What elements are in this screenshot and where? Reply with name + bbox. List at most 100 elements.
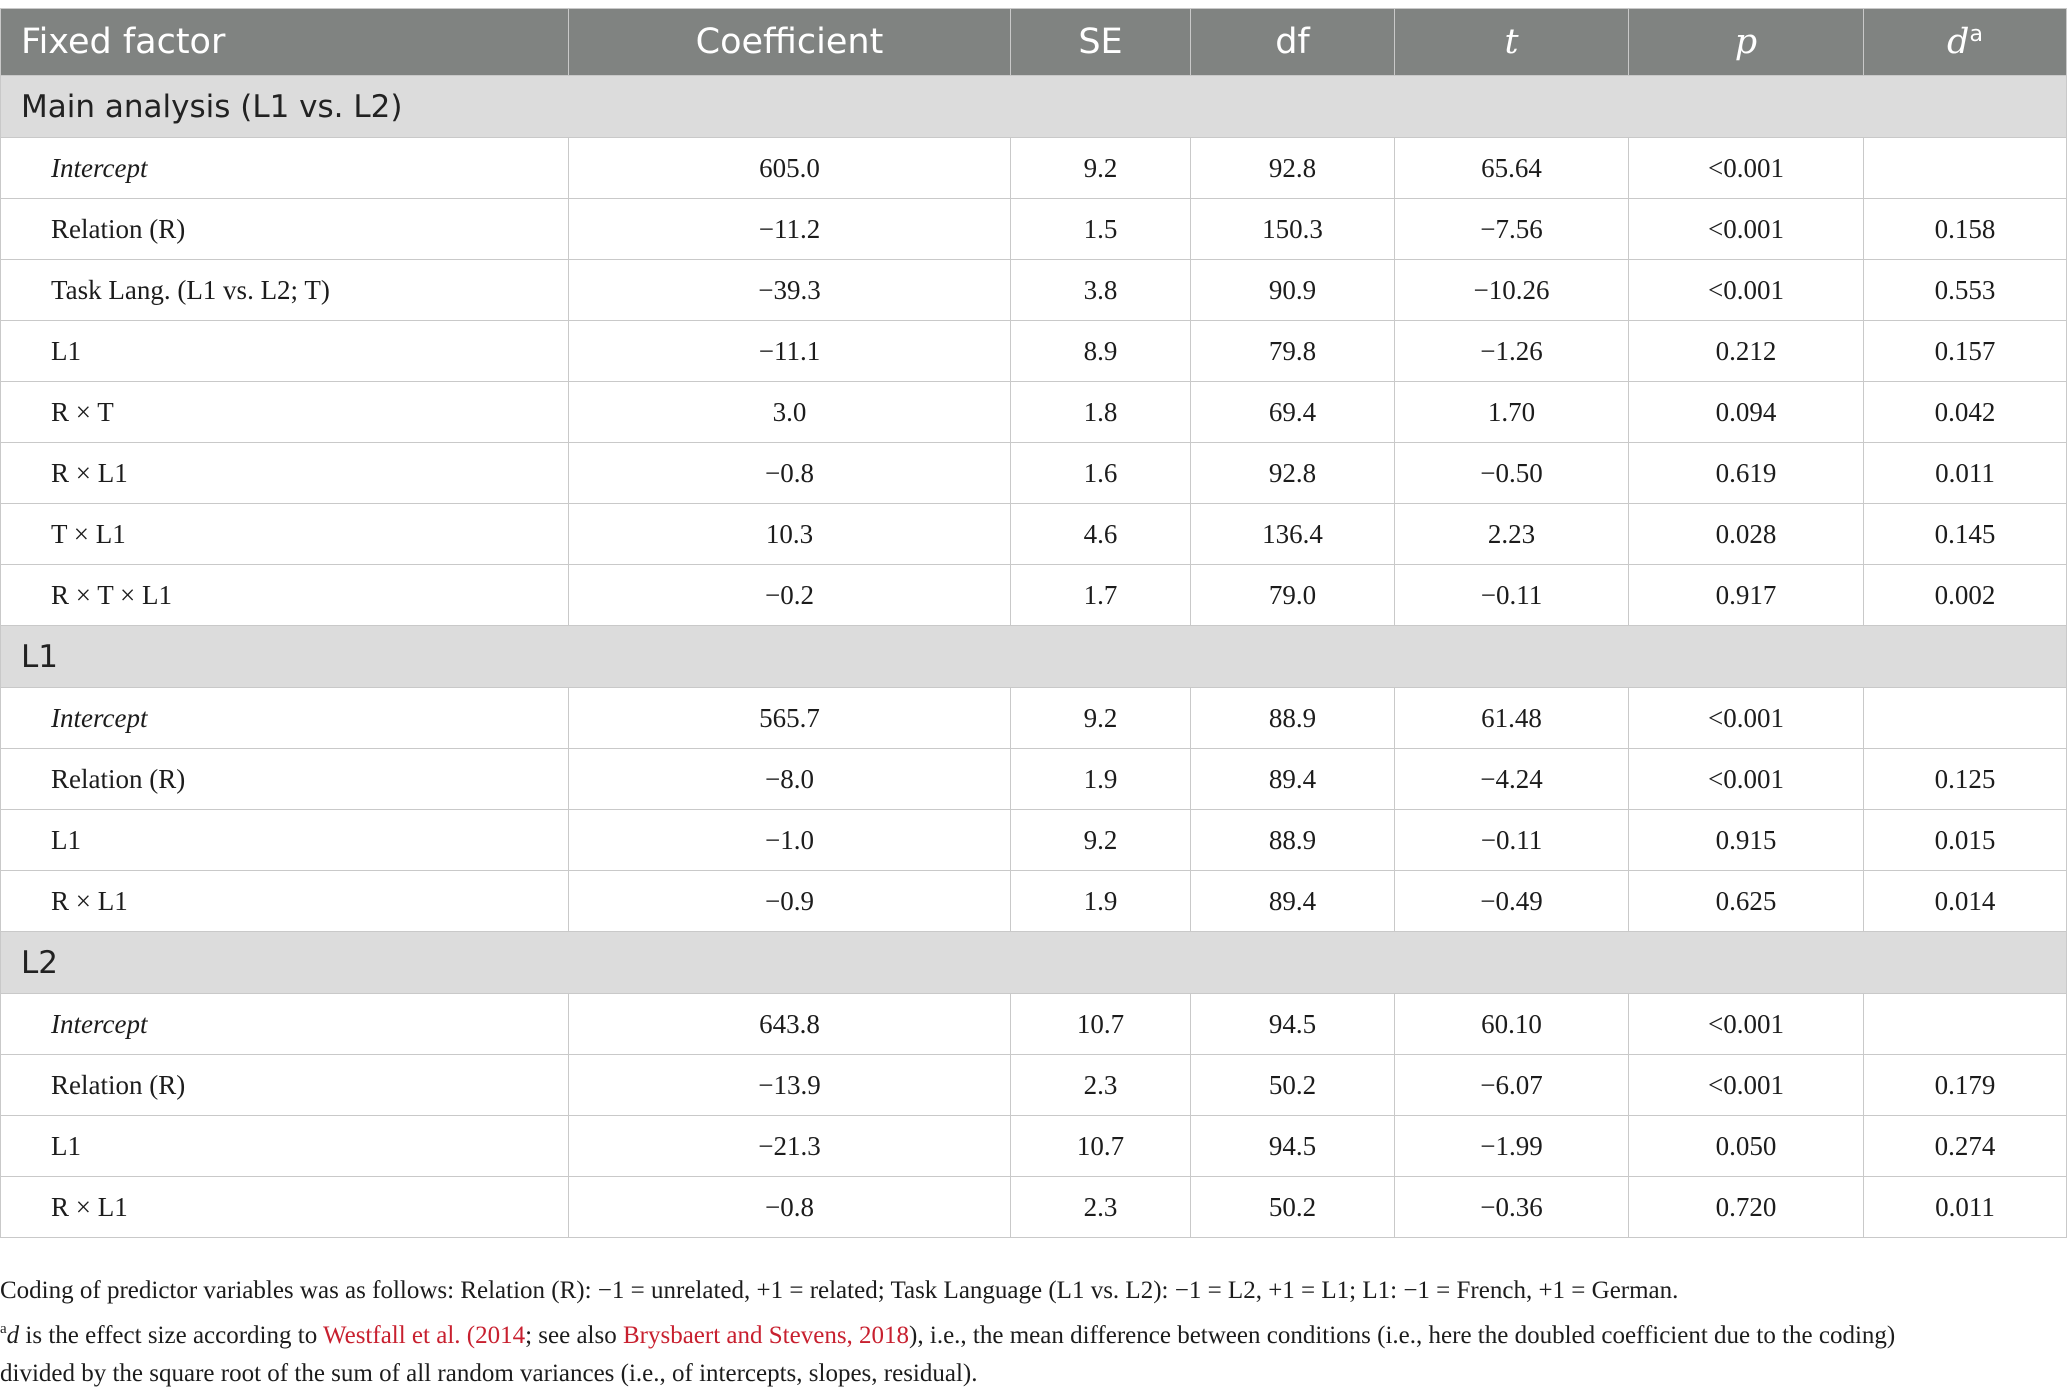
se-cell: 8.9 <box>1010 320 1191 382</box>
ref-westfall-link[interactable]: Westfall et al. (2014 <box>323 1322 526 1349</box>
df-cell: 92.8 <box>1190 137 1395 199</box>
footnote-mark: a <box>0 1321 7 1337</box>
d-cell <box>1863 993 2067 1055</box>
fixed-factor-cell: L1 <box>0 809 569 871</box>
df-cell: 79.8 <box>1190 320 1395 382</box>
coef-cell: −1.0 <box>568 809 1011 871</box>
col-header-coefficient: Coefficient <box>568 8 1011 76</box>
t-cell: −10.26 <box>1394 259 1629 321</box>
table-row: Relation (R) −8.0 1.9 89.4 −4.24 <0.001 0.125 <box>0 748 2067 810</box>
fixed-factor-cell: Intercept <box>0 687 569 749</box>
section-title: L2 <box>0 931 2067 994</box>
df-cell: 89.4 <box>1190 748 1395 810</box>
p-cell: <0.001 <box>1628 259 1864 321</box>
d-cell: 0.274 <box>1863 1115 2067 1177</box>
p-cell: 0.915 <box>1628 809 1864 871</box>
section-title: L1 <box>0 625 2067 688</box>
coef-cell: 605.0 <box>568 137 1011 199</box>
t-cell: −7.56 <box>1394 198 1629 260</box>
effect-size-note-line2: divided by the square root of the sum of… <box>0 1360 978 1387</box>
col-header-d: da <box>1863 8 2067 76</box>
coef-cell: −0.9 <box>568 870 1011 932</box>
section-row: L1 <box>0 625 2067 688</box>
coef-cell: 10.3 <box>568 503 1011 565</box>
d-cell: 0.014 <box>1863 870 2067 932</box>
coef-cell: −39.3 <box>568 259 1011 321</box>
fixed-factor-cell: Task Lang. (L1 vs. L2; T) <box>0 259 569 321</box>
p-cell: <0.001 <box>1628 198 1864 260</box>
p-cell: 0.619 <box>1628 442 1864 504</box>
d-cell: 0.125 <box>1863 748 2067 810</box>
df-cell: 50.2 <box>1190 1176 1395 1238</box>
df-cell: 88.9 <box>1190 687 1395 749</box>
t-cell: 61.48 <box>1394 687 1629 749</box>
fixed-factor-cell: R × L1 <box>0 1176 569 1238</box>
table-row: R × L1 −0.8 2.3 50.2 −0.36 0.720 0.011 <box>0 1176 2067 1238</box>
se-cell: 2.3 <box>1010 1054 1191 1116</box>
d-cell: 0.145 <box>1863 503 2067 565</box>
section-row: L2 <box>0 931 2067 994</box>
t-cell: 60.10 <box>1394 993 1629 1055</box>
col-header-fixed-factor: Fixed factor <box>0 8 569 76</box>
effect-size-note: ad is the effect size according to Westf… <box>0 1310 2067 1355</box>
col-header-se: SE <box>1010 8 1191 76</box>
table-row: R × L1 −0.8 1.6 92.8 −0.50 0.619 0.011 <box>0 442 2067 504</box>
p-cell: <0.001 <box>1628 1054 1864 1116</box>
coef-cell: −21.3 <box>568 1115 1011 1177</box>
header-row: Fixed factor Coefficient SE df t p da <box>0 8 2067 76</box>
table-row: R × T 3.0 1.8 69.4 1.70 0.094 0.042 <box>0 381 2067 443</box>
fixed-factor-cell: Relation (R) <box>0 1054 569 1116</box>
coef-cell: −13.9 <box>568 1054 1011 1116</box>
note-text-3: ), i.e., the mean difference between con… <box>909 1322 1896 1349</box>
coef-cell: −0.8 <box>568 442 1011 504</box>
p-cell: <0.001 <box>1628 687 1864 749</box>
fixed-factor-cell: L1 <box>0 1115 569 1177</box>
coef-cell: 565.7 <box>568 687 1011 749</box>
note-text-1: is the effect size according to <box>19 1322 323 1349</box>
fixed-factor-cell: Relation (R) <box>0 198 569 260</box>
coef-cell: −0.2 <box>568 564 1011 626</box>
t-cell: −6.07 <box>1394 1054 1629 1116</box>
df-cell: 92.8 <box>1190 442 1395 504</box>
d-cell: 0.015 <box>1863 809 2067 871</box>
table-notes: Coding of predictor variables was as fol… <box>0 1272 2067 1393</box>
df-cell: 50.2 <box>1190 1054 1395 1116</box>
p-cell: <0.001 <box>1628 137 1864 199</box>
t-cell: −0.36 <box>1394 1176 1629 1238</box>
fixed-factor-cell: L1 <box>0 320 569 382</box>
p-cell: 0.050 <box>1628 1115 1864 1177</box>
se-cell: 1.5 <box>1010 198 1191 260</box>
d-italic: d <box>6 1322 20 1349</box>
se-cell: 1.6 <box>1010 442 1191 504</box>
se-cell: 1.8 <box>1010 381 1191 443</box>
fixed-effects-table: Fixed factor Coefficient SE df t p da Ma… <box>0 8 2067 1238</box>
se-cell: 3.8 <box>1010 259 1191 321</box>
d-cell: 0.011 <box>1863 1176 2067 1238</box>
fixed-factor-cell: Intercept <box>0 993 569 1055</box>
df-cell: 90.9 <box>1190 259 1395 321</box>
coef-cell: −11.1 <box>568 320 1011 382</box>
coef-cell: 3.0 <box>568 381 1011 443</box>
t-cell: −4.24 <box>1394 748 1629 810</box>
ref-brysbaert-link[interactable]: Brysbaert and Stevens, 2018 <box>622 1322 910 1349</box>
fixed-factor-cell: R × L1 <box>0 442 569 504</box>
d-cell: 0.042 <box>1863 381 2067 443</box>
section-row: Main analysis (L1 vs. L2) <box>0 75 2067 138</box>
se-cell: 10.7 <box>1010 993 1191 1055</box>
se-cell: 9.2 <box>1010 809 1191 871</box>
coef-cell: −0.8 <box>568 1176 1011 1238</box>
t-symbol: t <box>1504 22 1519 62</box>
se-cell: 9.2 <box>1010 137 1191 199</box>
se-cell: 10.7 <box>1010 1115 1191 1177</box>
df-cell: 89.4 <box>1190 870 1395 932</box>
table-row: R × T × L1 −0.2 1.7 79.0 −0.11 0.917 0.002 <box>0 564 2067 626</box>
col-header-df: df <box>1190 8 1395 76</box>
d-cell: 0.011 <box>1863 442 2067 504</box>
p-cell: 0.094 <box>1628 381 1864 443</box>
df-cell: 94.5 <box>1190 1115 1395 1177</box>
t-cell: −1.99 <box>1394 1115 1629 1177</box>
table-row: R × L1 −0.9 1.9 89.4 −0.49 0.625 0.014 <box>0 870 2067 932</box>
df-cell: 79.0 <box>1190 564 1395 626</box>
table-row: Intercept 643.8 10.7 94.5 60.10 <0.001 <box>0 993 2067 1055</box>
p-cell: 0.212 <box>1628 320 1864 382</box>
